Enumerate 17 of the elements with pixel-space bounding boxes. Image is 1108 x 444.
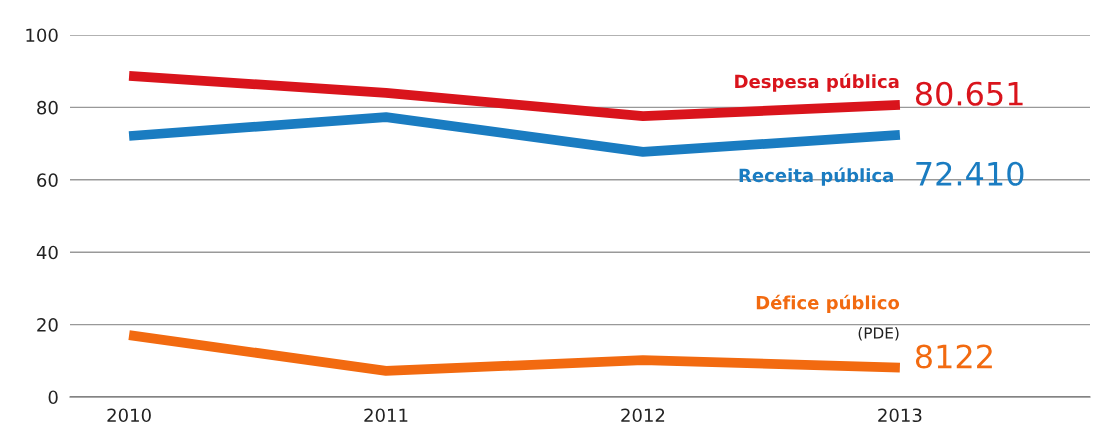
y-tick-label: 80 [37,100,58,115]
y-tick-label: 0 [48,390,58,405]
x-tick-label: 2010 [107,408,151,423]
series-label: Despesa pública [735,73,899,92]
y-tick-label: 60 [37,173,58,187]
text: Défice público [756,294,900,313]
y-tick-label: 20 [37,318,58,332]
y-tick-label: 100 [26,28,58,43]
x-tick-label: 2011 [364,408,408,423]
x-tick-label: 2012 [621,408,665,423]
series-label: Receita pública [739,167,893,186]
annotation: 72.410 [916,161,1024,186]
x-tick-label: 2013 [878,408,922,423]
y-tick-label: 40 [36,245,58,260]
annotation: (PDE) [858,326,899,341]
annotation: 8122 [915,344,992,369]
annotation: 80.651 [915,81,1023,106]
